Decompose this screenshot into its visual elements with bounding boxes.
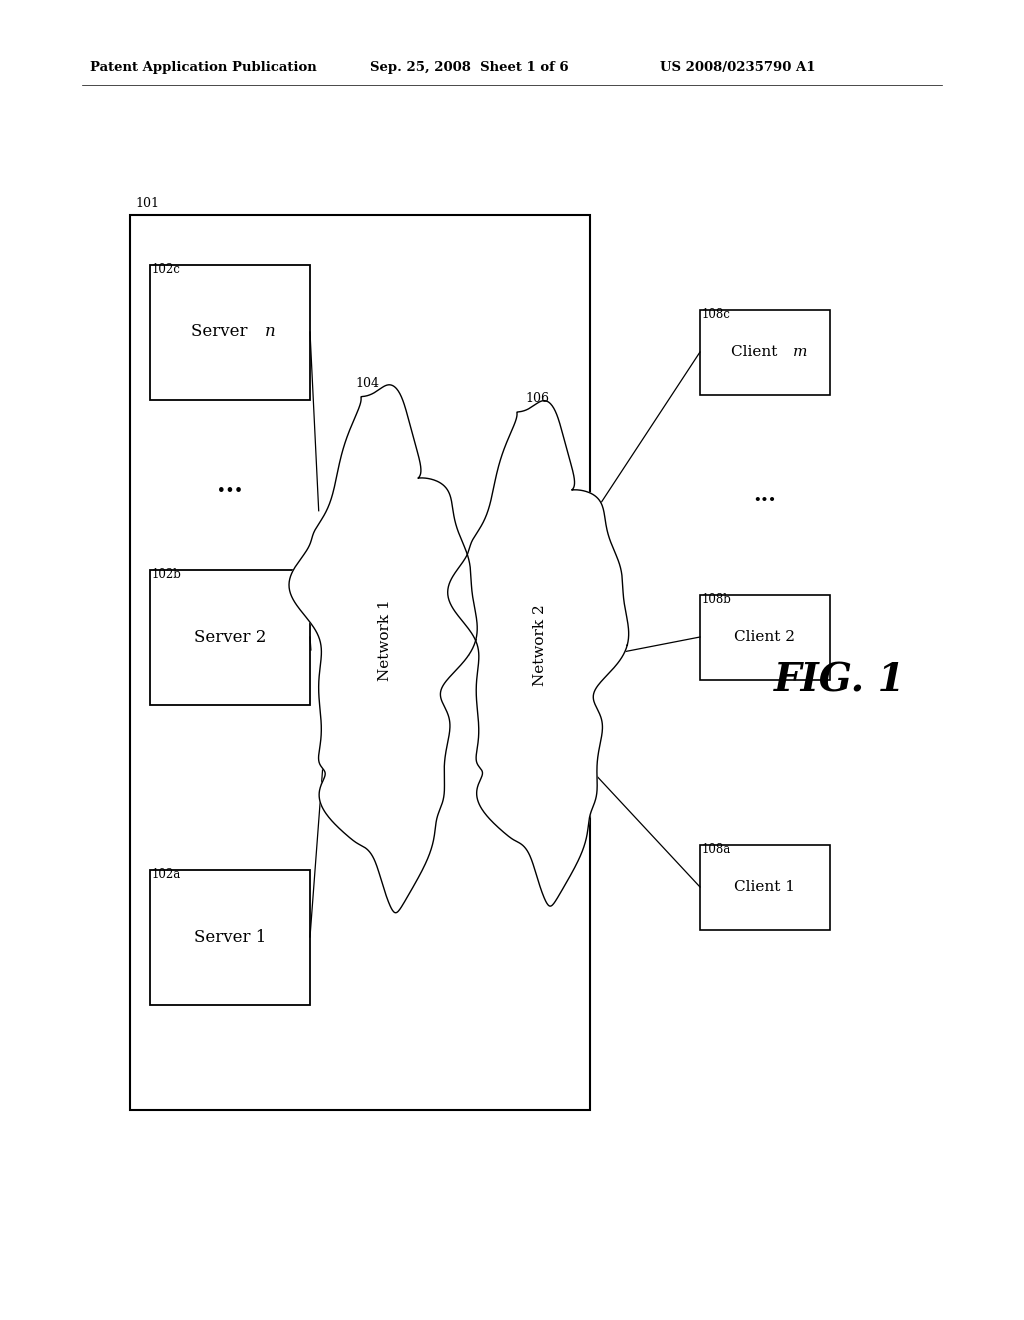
- Text: 108c: 108c: [702, 308, 731, 321]
- Bar: [700, 595, 830, 680]
- Text: Server 2: Server 2: [194, 628, 266, 645]
- Text: Client: Client: [731, 345, 782, 359]
- Bar: [150, 870, 310, 1005]
- Text: 102a: 102a: [152, 869, 181, 880]
- Text: Network 2: Network 2: [534, 605, 547, 686]
- Text: 102c: 102c: [152, 263, 181, 276]
- Bar: [150, 265, 310, 400]
- Text: 102b: 102b: [152, 568, 182, 581]
- Text: 108b: 108b: [702, 593, 732, 606]
- Text: FIG. 1: FIG. 1: [774, 661, 906, 700]
- Text: Server: Server: [191, 323, 253, 341]
- Text: 104: 104: [355, 378, 379, 389]
- Text: Sep. 25, 2008  Sheet 1 of 6: Sep. 25, 2008 Sheet 1 of 6: [370, 62, 568, 74]
- Polygon shape: [447, 401, 629, 906]
- Bar: [130, 215, 590, 1110]
- Text: ...: ...: [217, 473, 243, 498]
- Text: 108a: 108a: [702, 843, 731, 855]
- Text: n: n: [265, 323, 275, 341]
- Text: ...: ...: [754, 484, 776, 506]
- Text: Patent Application Publication: Patent Application Publication: [90, 62, 316, 74]
- Bar: [700, 310, 830, 395]
- Bar: [150, 570, 310, 705]
- Polygon shape: [289, 385, 477, 912]
- Text: Network 1: Network 1: [378, 599, 392, 681]
- Bar: [700, 845, 830, 931]
- Text: 106: 106: [525, 392, 549, 405]
- Text: Client 1: Client 1: [734, 880, 796, 894]
- Text: Client 2: Client 2: [734, 630, 796, 644]
- Text: Server 1: Server 1: [194, 928, 266, 945]
- Text: US 2008/0235790 A1: US 2008/0235790 A1: [660, 62, 815, 74]
- Text: m: m: [793, 345, 808, 359]
- Text: 101: 101: [135, 197, 159, 210]
